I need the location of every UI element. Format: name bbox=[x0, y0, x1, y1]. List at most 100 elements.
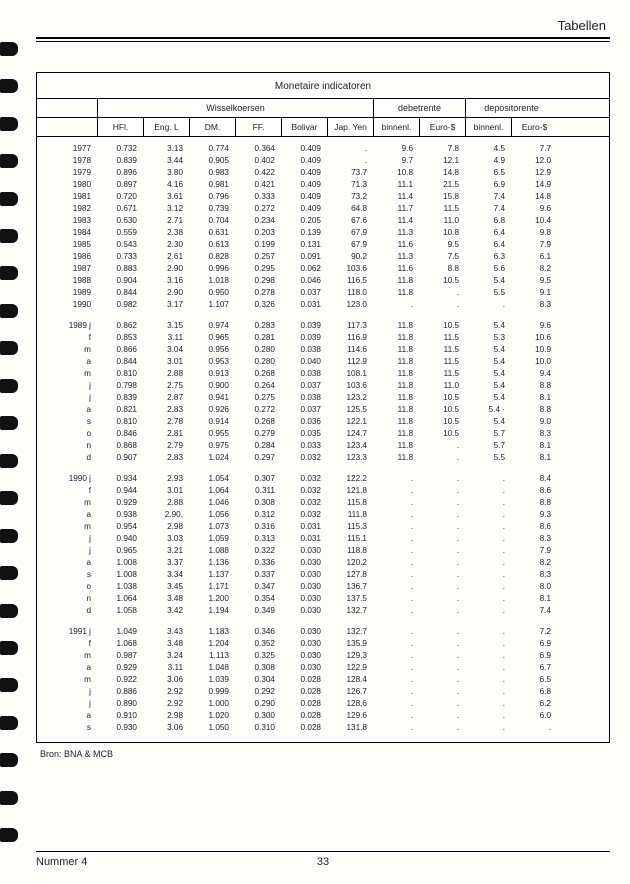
table-cell: 1.171 bbox=[189, 581, 235, 593]
table-cell: . bbox=[373, 638, 419, 650]
table-cell: 0.944 bbox=[97, 485, 143, 497]
table-row: o1.0383.451.1710.3470.030136.7...8.0 bbox=[43, 581, 603, 593]
table-cell: 0.139 bbox=[281, 227, 327, 239]
table-cell: . bbox=[465, 533, 511, 545]
table-cell: 8.1 bbox=[511, 593, 557, 605]
table-cell: 8.3 bbox=[511, 299, 557, 311]
table-cell: 11.0 bbox=[419, 380, 465, 392]
table-cell: 0.929 bbox=[97, 497, 143, 509]
table-cell: 0.037 bbox=[281, 287, 327, 299]
table-cell: 7.4 bbox=[465, 191, 511, 203]
table-cell: 0.739 bbox=[189, 203, 235, 215]
table-cell: 0.046 bbox=[281, 275, 327, 287]
table-cell: 0.559 bbox=[97, 227, 143, 239]
table-cell: 0.409 bbox=[281, 167, 327, 179]
table-cell: 9.5 bbox=[419, 239, 465, 251]
table-cell: . bbox=[419, 299, 465, 311]
table-row: s1.0083.341.1370.3370.030127.8...8.3 bbox=[43, 569, 603, 581]
table-cell: 0.996 bbox=[189, 263, 235, 275]
table-cell: 10.5 bbox=[419, 428, 465, 440]
table-cell: 0.402 bbox=[235, 155, 281, 167]
table-cell: 0.999 bbox=[189, 686, 235, 698]
table-cell: 0.844 bbox=[97, 356, 143, 368]
row-label: 1983 bbox=[43, 215, 97, 227]
row-label: 1979 bbox=[43, 167, 97, 179]
table-cell: 11.8 bbox=[373, 392, 419, 404]
table-cell: 123.2 bbox=[327, 392, 373, 404]
table-row: a0.9293.111.0480.3080.030122.9...6.7 bbox=[43, 662, 603, 674]
table-row: m0.9542.981.0730.3160.031115.3...8.6 bbox=[43, 521, 603, 533]
table-cell: 129.3 bbox=[327, 650, 373, 662]
table-cell: 0.940 bbox=[97, 533, 143, 545]
column-group: depositorente bbox=[465, 99, 557, 117]
table-cell: 8.8 bbox=[511, 404, 557, 416]
table-cell: 1.054 bbox=[189, 473, 235, 485]
table-row: 19780.8393.440.9050.4020.409.9.712.14.91… bbox=[43, 155, 603, 167]
table-cell: 5.5 bbox=[465, 287, 511, 299]
table-cell: 5.4 bbox=[465, 320, 511, 332]
table-row: 1990 j0.9342.931.0540.3070.032122.2...8.… bbox=[43, 473, 603, 485]
table-cell: 4.5 bbox=[465, 143, 511, 155]
table-cell: . bbox=[373, 686, 419, 698]
table-cell: 1.073 bbox=[189, 521, 235, 533]
table-cell: 0.828 bbox=[189, 251, 235, 263]
table-cell: 1.008 bbox=[97, 569, 143, 581]
table-cell: 10.8 bbox=[373, 167, 419, 179]
table-cell: 0.028 bbox=[281, 710, 327, 722]
table-cell: 125.5 bbox=[327, 404, 373, 416]
table-cell: 8.3 bbox=[511, 533, 557, 545]
table-cell: . bbox=[373, 473, 419, 485]
table-cell: 3.16 bbox=[143, 275, 189, 287]
table-row: m0.9223.061.0390.3040.028128.4...6.5 bbox=[43, 674, 603, 686]
table-cell: 0.033 bbox=[281, 440, 327, 452]
row-label: f bbox=[43, 638, 97, 650]
table-cell: 128.6 bbox=[327, 698, 373, 710]
table-row: s0.9303.061.0500.3100.028131.8.... bbox=[43, 722, 603, 734]
table-cell: 7.2 bbox=[511, 626, 557, 638]
table-cell: 67.9 bbox=[327, 239, 373, 251]
table-cell: 0.283 bbox=[235, 320, 281, 332]
table-cell: 0.821 bbox=[97, 404, 143, 416]
table-cell: . bbox=[419, 473, 465, 485]
table-cell: 0.030 bbox=[281, 581, 327, 593]
table-cell: 0.278 bbox=[235, 287, 281, 299]
row-label: 1990 bbox=[43, 299, 97, 311]
table-cell: 11.5 bbox=[419, 356, 465, 368]
table-cell: 0.030 bbox=[281, 545, 327, 557]
table-cell: 0.300 bbox=[235, 710, 281, 722]
table-cell: 0.349 bbox=[235, 605, 281, 617]
row-label: a bbox=[43, 557, 97, 569]
table-row: 19880.9043.161.0180.2980.046116.511.810.… bbox=[43, 275, 603, 287]
table-cell: 11.5 bbox=[419, 344, 465, 356]
table-cell: 3.80 bbox=[143, 167, 189, 179]
table-cell: 11.4 bbox=[373, 215, 419, 227]
table-cell: 1.088 bbox=[189, 545, 235, 557]
table-row: j0.9403.031.0590.3130.031115.1...8.3 bbox=[43, 533, 603, 545]
table-cell: 0.030 bbox=[281, 605, 327, 617]
table-cell: . bbox=[465, 557, 511, 569]
table-cell: 103.6 bbox=[327, 380, 373, 392]
row-label: f bbox=[43, 332, 97, 344]
table-cell: 2.83 bbox=[143, 404, 189, 416]
table-cell: . bbox=[465, 674, 511, 686]
table-cell: . bbox=[419, 626, 465, 638]
column-header-row: HFl.Eng. LDM.FF.BolivarJap. Yenbinnenl.E… bbox=[37, 118, 609, 137]
table-cell: 0.316 bbox=[235, 521, 281, 533]
table-cell: . bbox=[511, 722, 557, 734]
table-cell: 11.5 bbox=[419, 332, 465, 344]
table-cell: 1.056 bbox=[189, 509, 235, 521]
table-cell: 8.1 bbox=[511, 392, 557, 404]
table-cell: 111.8 bbox=[327, 509, 373, 521]
table-cell: 0.028 bbox=[281, 722, 327, 734]
table-cell: 5.3 bbox=[465, 332, 511, 344]
table-cell: 0.304 bbox=[235, 674, 281, 686]
table-cell: 11.1 bbox=[373, 179, 419, 191]
table-cell: 0.028 bbox=[281, 674, 327, 686]
table-cell: 8.6 bbox=[511, 485, 557, 497]
table-cell: 136.7 bbox=[327, 581, 373, 593]
table-cell: 14.8 bbox=[419, 167, 465, 179]
table-cell: 3.11 bbox=[143, 332, 189, 344]
table-cell: 11.8 bbox=[373, 452, 419, 464]
table-row: 19850.5432.300.6130.1990.13167.911.69.56… bbox=[43, 239, 603, 251]
table-cell: 1.113 bbox=[189, 650, 235, 662]
